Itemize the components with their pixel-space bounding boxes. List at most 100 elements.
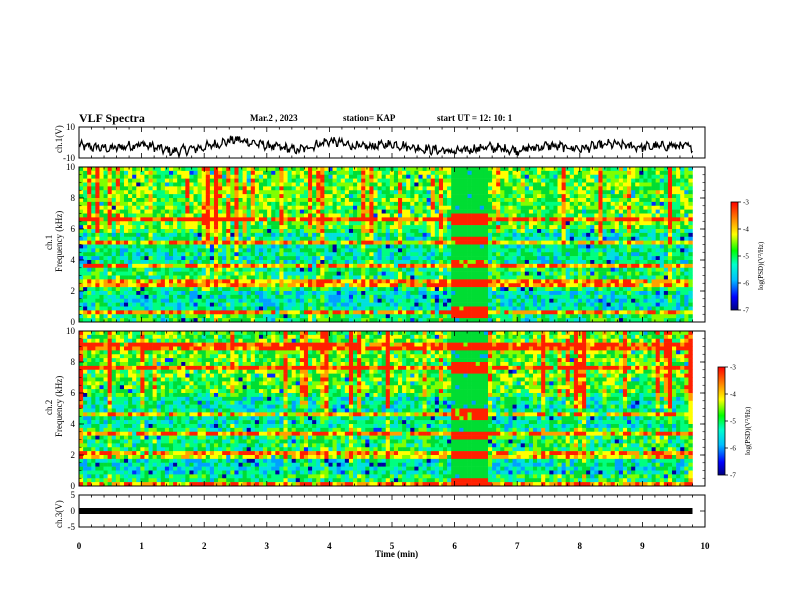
spectrogram-cell: [111, 201, 117, 207]
spectrogram-cell: [312, 213, 317, 218]
spectrogram-cell: [545, 283, 550, 288]
spectrogram-cell: [520, 267, 526, 272]
spectrogram-cell: [447, 287, 452, 292]
spectrogram-cell: [467, 283, 472, 288]
spectrogram-cell: [185, 182, 190, 187]
spectrogram-cell: [627, 252, 632, 257]
spectrogram-cell: [160, 167, 166, 172]
spectrogram-cell: [148, 178, 153, 183]
spectrogram-cell: [250, 213, 256, 218]
spectrogram-cell: [115, 229, 121, 234]
spectrogram-cell: [426, 252, 432, 257]
spectrogram-cell: [680, 174, 685, 179]
spectrogram-cell: [524, 256, 530, 261]
spectrogram-cell: [639, 279, 644, 284]
spectrogram-cell: [557, 221, 562, 226]
spectrogram-cell: [83, 232, 88, 238]
spectrogram-cell: [606, 190, 611, 195]
spectrogram-cell: [103, 279, 108, 284]
spectrogram-cell: [107, 252, 113, 257]
spectrogram-cell: [189, 229, 194, 234]
spectrogram-cell: [348, 248, 354, 253]
spectrogram-cell: [373, 213, 378, 218]
spectrogram-cell: [659, 232, 665, 238]
spectrogram-cell: [103, 283, 108, 288]
spectrogram-cell: [152, 256, 158, 261]
spectrogram-cell: [377, 232, 382, 238]
spectrogram-cell: [357, 190, 362, 195]
spectrogram-cell: [83, 267, 88, 272]
spectrogram-cell: [336, 170, 342, 176]
spectrogram-cell: [246, 167, 252, 172]
spectrogram-cell: [676, 190, 681, 195]
spectrogram-cell: [389, 221, 395, 226]
spectrogram-cell: [528, 194, 534, 199]
spectrogram-cell: [320, 267, 325, 272]
spectrogram-cell: [173, 167, 178, 172]
spectrogram-cell: [508, 170, 513, 176]
spectrogram-cell: [667, 170, 673, 176]
spectrogram-cell: [561, 232, 566, 238]
spectrogram-cell: [254, 217, 260, 222]
spectrogram-cell: [496, 291, 501, 296]
spectrogram-cell: [606, 213, 611, 218]
spectrogram-cell: [361, 279, 366, 284]
spectrogram-cell: [115, 182, 121, 187]
spectrogram-cell: [136, 229, 141, 234]
spectrogram-cell: [316, 205, 321, 210]
spectrogram-cell: [622, 291, 628, 296]
spectrogram-cell: [565, 186, 571, 191]
spectrogram-cell: [647, 194, 652, 199]
spectrogram-cell: [316, 229, 321, 234]
spectrogram-cell: [459, 221, 464, 226]
spectrogram-cell: [447, 240, 452, 245]
spectrogram-cell: [226, 271, 231, 276]
spectrogram-cell: [647, 252, 652, 257]
spectrogram-cell: [295, 275, 301, 280]
spectrogram-cell: [471, 236, 477, 241]
spectrogram-cell: [659, 170, 665, 176]
spectrogram-cell: [643, 178, 648, 183]
spectrogram-cell: [136, 194, 141, 199]
spectrogram-cell: [344, 275, 350, 280]
spectrogram-cell: [287, 201, 292, 207]
spectrogram-cell: [602, 283, 607, 288]
spectrogram-cell: [520, 221, 526, 226]
spectrogram-cell: [377, 201, 382, 207]
spectrogram-cell: [111, 174, 117, 179]
spectrogram-cell: [267, 205, 272, 210]
spectrogram-cell: [483, 232, 489, 238]
spectrogram-cell: [537, 260, 542, 265]
spectrogram-cell: [537, 275, 542, 280]
spectrogram-cell: [508, 167, 513, 172]
spectrogram-cell: [590, 256, 595, 261]
spectrogram-cell: [164, 201, 170, 207]
spectrogram-cell: [459, 263, 464, 269]
spectrogram-cell: [177, 174, 182, 179]
spectrogram-cell: [398, 244, 403, 249]
spectrogram-cell: [618, 236, 624, 241]
spectrogram-cell: [201, 217, 207, 222]
spectrogram-cell: [586, 283, 591, 288]
spectrogram-cell: [663, 260, 669, 265]
spectrogram-cell: [238, 291, 243, 296]
spectrogram-cell: [524, 225, 530, 230]
spectrogram-cell: [115, 232, 121, 238]
spectrogram-cell: [561, 178, 566, 183]
spectrogram-cell: [283, 260, 288, 265]
spectrogram-cell: [119, 263, 125, 269]
spectrogram-cell: [512, 213, 517, 218]
spectrogram-cell: [528, 236, 534, 241]
spectrogram-cell: [561, 291, 566, 296]
spectrogram-cell: [422, 283, 427, 288]
spectrogram-cell: [537, 194, 542, 199]
spectrogram-cell: [684, 178, 689, 183]
spectrogram-cell: [234, 194, 239, 199]
spectrogram-cell: [524, 240, 530, 245]
spectrogram-cell: [389, 275, 395, 280]
spectrogram-cell: [340, 213, 346, 218]
spectrogram-cell: [279, 186, 284, 191]
spectrogram-cell: [483, 221, 489, 226]
spectrogram-cell: [156, 198, 162, 203]
spectrogram-cell: [119, 240, 125, 245]
